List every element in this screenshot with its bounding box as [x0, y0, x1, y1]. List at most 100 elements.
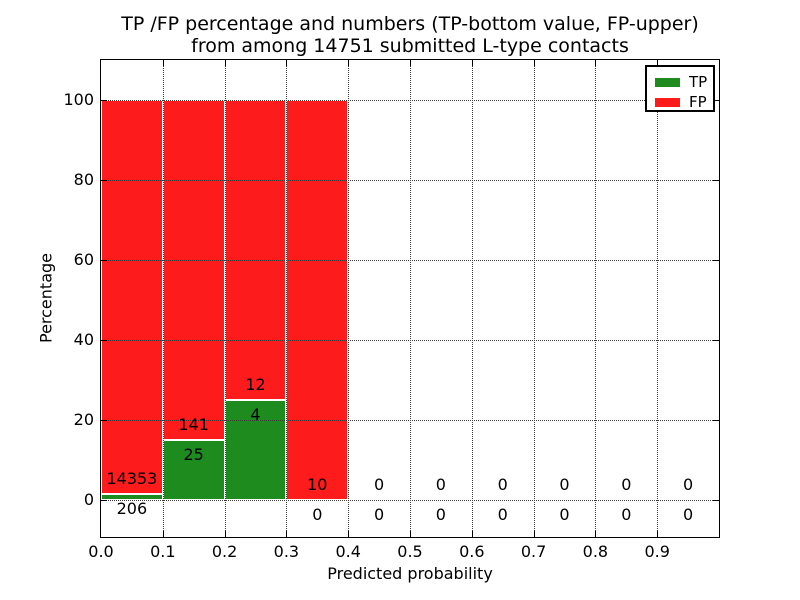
y-tick-mark-right — [713, 420, 719, 421]
fp-count-label-0.8-0.9: 0 — [621, 475, 632, 494]
fp-color-swatch — [655, 97, 680, 107]
y-tick-label-40: 40 — [73, 330, 94, 349]
legend-item-fp: FP — [655, 94, 713, 110]
chart-title-line1: TP /FP percentage and numbers (TP-bottom… — [121, 13, 699, 35]
gridline-x-0.3 — [286, 60, 288, 537]
y-tick-mark-left — [101, 100, 107, 101]
y-tick-mark-right — [713, 340, 719, 341]
y-tick-mark-left — [101, 500, 107, 501]
tp-count-label-0.8-0.9: 0 — [621, 505, 632, 524]
y-tick-mark-right — [713, 100, 719, 101]
y-tick-mark-left — [101, 420, 107, 421]
y-tick-mark-right — [713, 260, 719, 261]
gridline-x-0.8 — [595, 60, 597, 537]
gridline-y-40 — [101, 340, 719, 341]
x-tick-mark-top — [348, 60, 350, 66]
gridline-x-0.5 — [410, 60, 411, 537]
x-tick-label-0.1: 0.1 — [150, 542, 176, 561]
x-tick-mark-bottom — [224, 531, 226, 537]
tp-count-label-0.6-0.7: 0 — [497, 505, 508, 524]
fp-count-label-0.9-1.0: 0 — [683, 475, 694, 494]
fp-count-label-0.6-0.7: 0 — [497, 475, 508, 494]
x-tick-mark-bottom — [471, 531, 473, 537]
x-tick-mark-top — [410, 60, 411, 66]
fp-count-label-0.1-0.2: 141 — [178, 414, 209, 434]
y-tick-mark-right — [713, 500, 719, 501]
fp-count-label-0.0-0.1: 14353 — [106, 469, 158, 489]
chart-title: TP /FP percentage and numbers (TP-bottom… — [100, 13, 720, 57]
chart-title-line2: from among 14751 submitted L-type contac… — [191, 35, 629, 57]
fp-count-label-0.4-0.5: 0 — [374, 475, 385, 494]
x-tick-mark-bottom — [286, 531, 288, 537]
tp-count-label-0.7-0.8: 0 — [559, 505, 570, 524]
gridline-x-0.4 — [348, 60, 350, 537]
x-tick-label-0.4: 0.4 — [335, 542, 361, 561]
legend-item-tp: TP — [655, 74, 713, 90]
bar-tp-0.2-0.3 — [224, 400, 287, 500]
y-tick-label-100: 100 — [63, 90, 94, 109]
x-tick-label-0.3: 0.3 — [273, 542, 300, 561]
x-tick-mark-bottom — [348, 531, 350, 537]
x-tick-label-0.8: 0.8 — [582, 542, 609, 561]
y-tick-label-20: 20 — [73, 410, 94, 429]
y-tick-label-60: 60 — [73, 250, 94, 269]
gridline-y-100 — [101, 100, 719, 101]
legend-label-tp: TP — [689, 73, 708, 91]
gridline-y-80 — [101, 180, 719, 181]
fp-count-label-0.5-0.6: 0 — [435, 475, 446, 494]
x-tick-mark-top — [595, 60, 597, 66]
tp-count-label-0.0-0.1: 206 — [116, 499, 148, 519]
fp-count-label-0.2-0.3: 12 — [245, 375, 266, 394]
plot-area: 14353 206 141 25 12 4 10 0 0 0 0 0 0 0 0 0 0 0 0 0 — [100, 59, 720, 538]
x-tick-label-0.7: 0.7 — [520, 542, 547, 561]
y-tick-mark-left — [101, 180, 107, 181]
x-tick-mark-bottom — [410, 531, 411, 537]
bar-fp-0.2-0.3 — [224, 100, 287, 400]
bar-tp-0.0-0.1 — [101, 494, 163, 500]
y-tick-mark-left — [101, 260, 107, 261]
x-tick-mark-top — [224, 60, 226, 66]
bar-fp-0.1-0.2 — [162, 100, 225, 440]
gridline-x-0.7 — [533, 60, 535, 537]
gridline-y-0 — [101, 500, 719, 501]
x-tick-label-0.9: 0.9 — [644, 542, 670, 561]
gridline-x-0.9 — [657, 60, 659, 537]
tp-count-label-0.9-1.0: 0 — [683, 505, 694, 524]
x-tick-mark-bottom — [595, 531, 597, 537]
tp-color-swatch — [655, 77, 680, 87]
x-axis-label: Predicted probability — [327, 564, 493, 583]
x-tick-mark-top — [657, 60, 659, 66]
x-tick-mark-top — [162, 60, 164, 66]
x-tick-label-0.6: 0.6 — [459, 542, 485, 561]
gridline-x-0.2 — [224, 60, 226, 537]
x-tick-label-0.2: 0.2 — [211, 542, 238, 561]
legend: TP FP — [645, 65, 715, 112]
x-tick-label-0.0: 0.0 — [88, 542, 114, 561]
y-tick-label-0: 0 — [83, 490, 94, 509]
fp-count-label-0.7-0.8: 0 — [559, 475, 570, 494]
tp-count-label-0.4-0.5: 0 — [374, 505, 385, 524]
x-tick-mark-bottom — [657, 531, 659, 537]
gridline-y-60 — [101, 260, 719, 261]
y-tick-mark-right — [713, 180, 719, 181]
tp-count-label-0.2-0.3: 4 — [250, 405, 261, 424]
x-tick-mark-bottom — [162, 531, 164, 537]
bar-fp-0.3-0.4 — [286, 100, 349, 500]
gridline-x-0.6 — [471, 60, 473, 537]
x-tick-mark-top — [286, 60, 288, 66]
tp-count-label-0.1-0.2: 25 — [183, 444, 204, 464]
y-tick-mark-left — [101, 340, 107, 341]
x-tick-mark-top — [533, 60, 535, 66]
gridline-x-0.1 — [162, 60, 164, 537]
tp-count-label-0.3-0.4: 0 — [312, 505, 323, 524]
legend-label-fp: FP — [689, 93, 707, 111]
x-tick-label-0.5: 0.5 — [397, 542, 423, 561]
x-tick-mark-top — [471, 60, 473, 66]
fp-count-label-0.3-0.4: 10 — [307, 475, 328, 494]
bar-fp-0.0-0.1 — [101, 100, 163, 495]
gridline-y-20 — [101, 420, 719, 421]
y-tick-label-80: 80 — [73, 170, 94, 189]
tp-count-label-0.5-0.6: 0 — [435, 505, 446, 524]
x-tick-mark-bottom — [533, 531, 535, 537]
